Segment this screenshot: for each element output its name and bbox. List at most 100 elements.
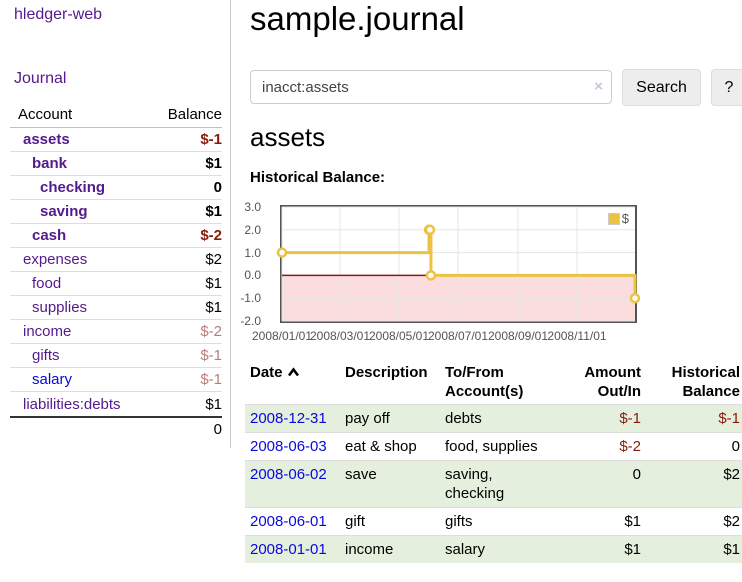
account-row-gifts: gifts $-1 [10,344,222,368]
account-link-expenses[interactable]: expenses [23,251,88,268]
account-heading: assets [250,122,326,152]
register-row: 2008-06-01 gift gifts $1 $2 [245,507,742,536]
y-axis-tick-label: -1.0 [240,291,261,306]
help-button[interactable]: ? [711,69,742,106]
account-row-assets: assets $-1 [10,128,222,152]
account-row-cash: cash $-2 [10,224,222,248]
x-axis-tick-label: 2008/09/01 [487,329,549,343]
accounts-header-balance: Balance [167,106,222,123]
account-balance: $1 [205,203,222,220]
y-axis-tick-label: -2.0 [240,314,261,328]
transaction-description: save [345,466,377,483]
y-axis-tick-label: 1.0 [244,245,261,260]
column-header-date[interactable]: Date [245,360,343,405]
account-row-food: food $1 [10,272,222,296]
transaction-balance: $-1 [718,410,740,427]
account-row-income: income $-2 [10,320,222,344]
account-balance: $1 [205,395,222,413]
transaction-amount: $-2 [619,438,641,455]
transaction-accounts: gifts [445,513,473,530]
account-balance: $1 [205,155,222,172]
transaction-date-link[interactable]: 2008-06-03 [250,438,327,455]
account-row-salary: salary $-1 [10,368,222,392]
transaction-balance: $1 [723,541,740,558]
column-header-balance: Historical Balance [671,364,740,400]
y-axis-tick-label: 3.0 [244,200,261,214]
accounts-total-row: 0 [10,416,222,440]
column-header-accounts: To/From Account(s) [445,364,524,400]
search-button[interactable]: Search [622,69,701,106]
register-row: 2008-06-02 save saving, checking 0 $2 [245,460,742,508]
account-balance: $-1 [200,371,222,388]
chart-legend: $ [605,210,631,227]
chart-title: Historical Balance: [250,169,386,186]
account-link-income[interactable]: income [23,323,72,340]
chart-series [276,206,641,322]
transaction-date-link[interactable]: 2008-01-01 [250,541,327,558]
transaction-description: eat & shop [345,438,417,455]
transaction-amount: $-1 [619,410,641,427]
register-row: 2008-12-31 pay off debts $-1 $-1 [245,404,742,433]
account-link-saving[interactable]: saving [40,203,88,220]
account-link-bank[interactable]: bank [32,155,68,172]
register-header-row: Date Description To/From Account(s) Amou… [245,360,742,405]
clear-search-icon[interactable]: × [594,78,603,95]
transaction-date-link[interactable]: 2008-12-31 [250,410,327,427]
nav-journal-link[interactable]: Journal [14,70,67,87]
transaction-accounts: debts [445,410,482,427]
transaction-amount: $1 [624,513,641,530]
search-bar: × Search ? [250,69,742,107]
accounts-table-header: Account Balance [10,102,222,128]
main-content: sample.journal × Search ? assets Histori… [240,0,742,582]
transaction-date-link[interactable]: 2008-06-02 [250,466,327,483]
account-balance: $1 [205,299,222,316]
account-link-gifts[interactable]: gifts [32,347,60,364]
account-link-supplies[interactable]: supplies [32,299,88,316]
account-link-assets[interactable]: assets [23,131,70,148]
account-link-cash[interactable]: cash [32,227,67,244]
transaction-accounts: food, supplies [445,438,538,455]
sidebar: hledger-web Journal Account Balance asse… [0,0,231,448]
account-link-liabilities-debts[interactable]: liabilities:debts [23,395,121,413]
account-link-food[interactable]: food [32,275,62,292]
register-row: 2008-01-01 income salary $1 $1 [245,535,742,563]
search-input[interactable] [250,70,612,104]
brand-link[interactable]: hledger-web [14,6,103,23]
account-row-saving: saving $1 [10,200,222,224]
transaction-balance: $2 [723,513,740,530]
account-balance: $-2 [200,227,222,244]
legend-label: $ [621,211,629,226]
accounts-total-value: 0 [213,420,222,438]
transaction-accounts: salary [445,541,486,558]
x-axis-tick-label: 2008/11/01 [547,329,607,343]
transaction-description: gift [345,513,366,530]
transaction-description: pay off [345,410,390,427]
account-row-expenses: expenses $2 [10,248,222,272]
transaction-amount: 0 [632,466,641,483]
page-title: sample.journal [250,0,465,37]
register-table: Date Description To/From Account(s) Amou… [245,360,742,563]
y-axis-tick-label: 0.0 [244,268,261,283]
column-header-amount: Amount Out/In [584,364,641,400]
account-balance: $1 [205,275,222,292]
account-row-checking: checking 0 [10,176,222,200]
account-balance: $2 [205,251,222,268]
chart-plot[interactable]: $ [276,205,641,323]
account-row-supplies: supplies $1 [10,296,222,320]
account-balance: $-2 [200,323,222,340]
transaction-description: income [345,541,394,558]
sort-ascending-icon [287,363,300,382]
transaction-balance: 0 [731,438,740,455]
transaction-accounts: saving, checking [445,466,505,502]
register-row: 2008-06-03 eat & shop food, supplies $-2… [245,432,742,461]
y-axis-tick-label: 2.0 [244,222,261,237]
x-axis-tick-label: 2008/05/01 [368,329,430,343]
column-header-description: Description [345,364,428,381]
accounts-header-account: Account [18,106,73,123]
account-row-liabilities-debts: liabilities:debts $1 [10,392,222,416]
account-link-salary[interactable]: salary [32,371,73,388]
x-axis-tick-label: 2008/03/01 [309,329,371,343]
account-balance: $-1 [200,347,222,364]
transaction-date-link[interactable]: 2008-06-01 [250,513,327,530]
account-link-checking[interactable]: checking [40,179,106,196]
